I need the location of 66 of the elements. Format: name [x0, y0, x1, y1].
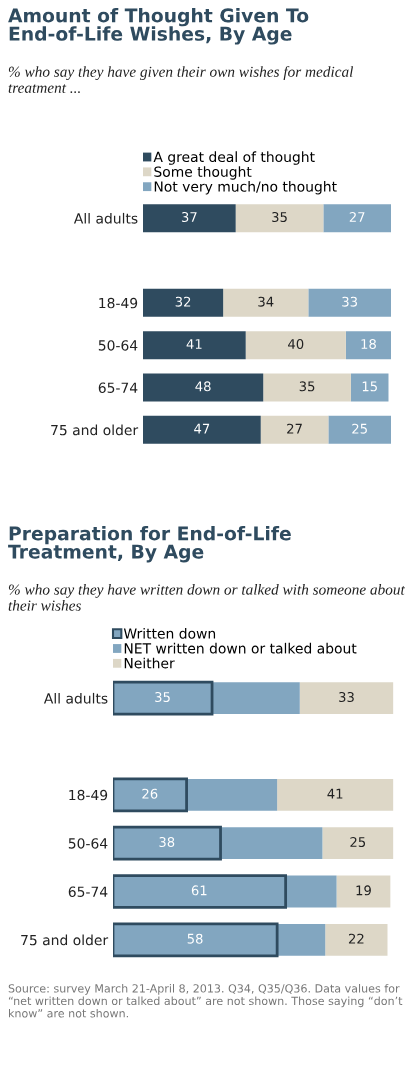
y-tick-label: All adults	[43, 692, 108, 704]
bar	[277, 778, 394, 811]
bar	[245, 331, 346, 360]
bar	[143, 331, 246, 360]
bar	[260, 415, 329, 444]
data-label: 41	[186, 339, 202, 349]
data-label: 47	[194, 423, 210, 434]
data-label: 32	[175, 296, 191, 307]
data-label: 35	[299, 381, 315, 392]
y-tick-label: 65-74	[98, 382, 138, 393]
legend-label: A great deal of thought	[153, 151, 315, 165]
data-label: 35	[272, 212, 287, 222]
y-tick-label: 50-64	[68, 838, 108, 849]
bar	[143, 373, 264, 402]
data-label: 25	[352, 423, 367, 434]
data-label: 26	[142, 788, 158, 799]
data-label: 40	[288, 339, 304, 349]
y-tick-label: 65-74	[68, 886, 108, 897]
data-label: 41	[327, 788, 343, 799]
chart-subtitle: % who say they have given their own wishes for medical treatment ...	[8, 66, 354, 93]
bar	[308, 288, 391, 317]
bar	[336, 875, 391, 908]
chart-title: Preparation for End-of-Life Treatment, By Age	[8, 526, 291, 563]
data-label: 38	[159, 837, 175, 847]
bar	[143, 288, 224, 317]
bar	[323, 204, 391, 233]
data-label: 33	[342, 296, 357, 307]
data-label: 27	[287, 423, 302, 434]
bar	[350, 373, 389, 402]
bar	[299, 682, 394, 715]
bar	[223, 288, 309, 317]
chart-subtitle: % who say they have written down or talked with someone about their wishes	[8, 584, 406, 611]
data-label: 48	[195, 381, 211, 392]
bar	[345, 331, 391, 360]
data-label: 19	[356, 885, 371, 896]
legend-label: NET written down or talked about	[124, 642, 357, 654]
data-label: 27	[349, 212, 365, 222]
bar	[322, 827, 394, 860]
data-label: 61	[191, 885, 207, 896]
chart-title: Amount of Thought Given To End-of-Life Wishes, By Age	[8, 8, 309, 45]
bar	[263, 373, 351, 402]
data-label: 18	[361, 339, 376, 349]
bar	[235, 204, 324, 233]
y-tick-label: 18-49	[69, 789, 108, 801]
data-label: 15	[362, 381, 377, 392]
data-label: 58	[187, 933, 203, 944]
data-label: 34	[258, 296, 274, 307]
data-label: 35	[155, 692, 170, 702]
bar	[328, 415, 391, 444]
y-tick-label: 50-64	[98, 340, 138, 351]
legend-label: Some thought	[154, 166, 252, 180]
y-tick-label: 75 and older	[51, 424, 139, 436]
source-note: Source: survey March 21-April 8, 2013. Q34, Q35/Q36. Data values for “net written down or talked about” are not shown. Those saying “don’t know” are not shown.	[8, 984, 403, 1018]
y-tick-label: 18-49	[99, 297, 138, 309]
data-label: 25	[350, 837, 366, 847]
legend-label: Neither	[124, 657, 175, 669]
y-tick-label: 75 and older	[21, 934, 109, 946]
legend-label: Not very much/no thought	[154, 181, 337, 195]
bar	[325, 923, 388, 956]
bar	[143, 415, 261, 444]
legend-label: Written down	[123, 628, 216, 639]
bar	[143, 204, 236, 233]
y-tick-label: All adults	[73, 212, 138, 224]
data-label: 37	[181, 212, 197, 222]
data-label: 33	[339, 692, 354, 702]
data-label: 22	[348, 933, 364, 944]
